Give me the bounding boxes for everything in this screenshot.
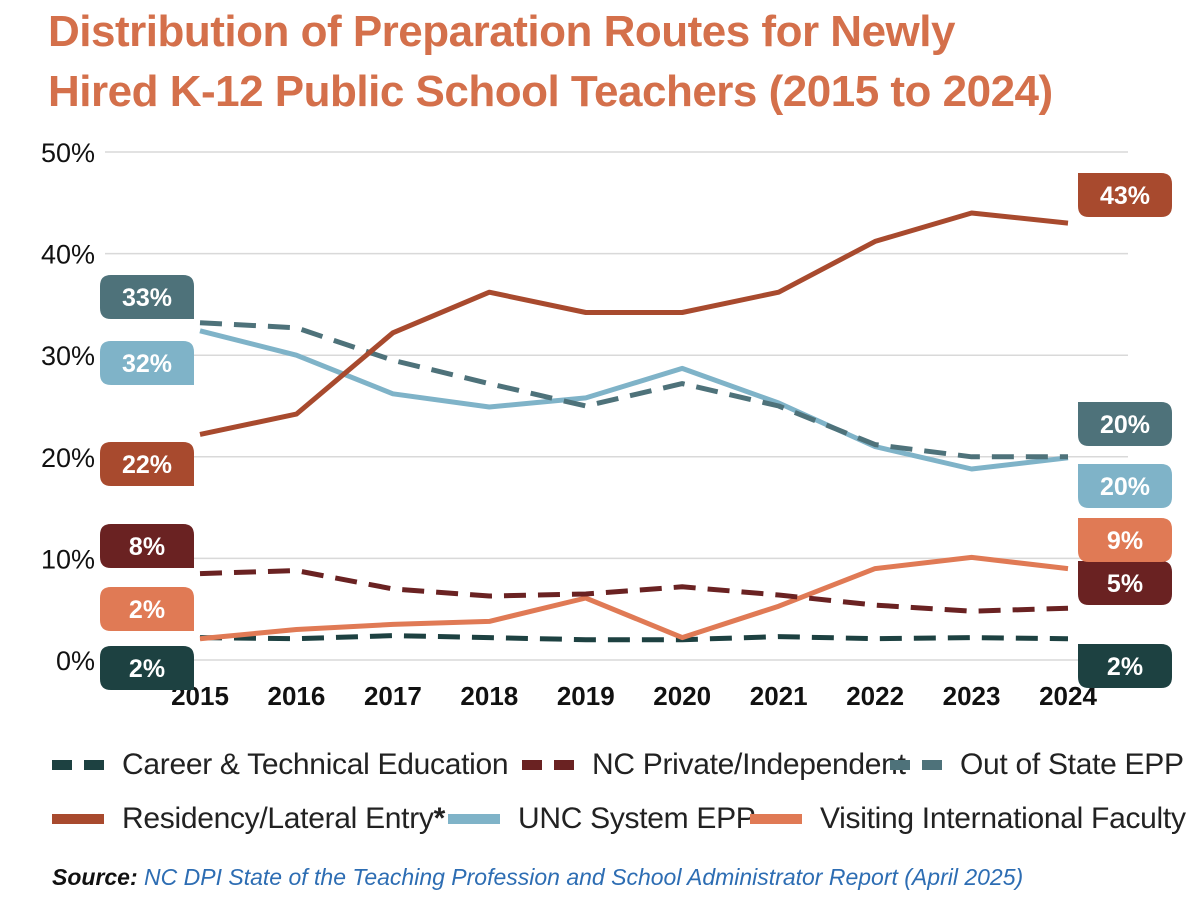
end-value-label-unc: 20% xyxy=(1100,473,1150,501)
legend-swatch-visiting xyxy=(750,814,802,824)
legend-row-1: Career & Technical Education NC Private/… xyxy=(52,742,1192,796)
legend-swatch-career-tech xyxy=(52,760,104,770)
legend-asterisk-mark: * xyxy=(433,802,446,835)
legend-item-visiting: Visiting International Faculty xyxy=(750,796,1186,842)
legend-label-unc: UNC System EPP xyxy=(518,802,756,835)
start-value-label-nc-private: 8% xyxy=(129,533,165,561)
legend-swatch-residency xyxy=(52,814,104,824)
start-value-label-residency: 22% xyxy=(122,451,172,479)
chart-title: Distribution of Preparation Routes for N… xyxy=(48,2,1188,122)
legend-swatch-unc xyxy=(448,814,500,824)
legend-label-out-of-state: Out of State EPP xyxy=(960,748,1184,781)
legend-label-career-tech: Career & Technical Education xyxy=(122,748,509,781)
start-value-label-unc: 32% xyxy=(122,350,172,378)
line-chart: 0%10%20%30%40%50%2015 2016 2017 2018 2019 202… xyxy=(41,138,1172,711)
end-value-label-nc-private: 5% xyxy=(1107,570,1143,598)
end-value-label-residency-bg xyxy=(1078,173,1172,217)
source-text: NC DPI State of the Teaching Profession … xyxy=(137,864,1024,890)
start-value-label-unc-bg xyxy=(100,341,194,385)
source-note: Source: NC DPI State of the Teaching Pro… xyxy=(52,864,1023,891)
end-value-label-nc-private-bg xyxy=(1078,561,1172,605)
x-tick-label-2018: 2018 xyxy=(460,681,518,711)
legend-label-residency: Residency/Lateral Entry xyxy=(122,802,434,835)
end-value-label-visiting-bg xyxy=(1078,518,1172,562)
x-tick-label-2016: 2016 xyxy=(268,681,326,711)
end-value-label-career-tech: 2% xyxy=(1107,653,1143,681)
x-tick-label-2017: 2017 xyxy=(364,681,422,711)
end-value-label-career-tech-bg xyxy=(1078,644,1172,688)
series-line-career-tech xyxy=(199,633,1069,643)
end-value-label-out-of-state: 20% xyxy=(1100,411,1150,439)
series-line-nc-private xyxy=(199,568,1069,614)
y-tick-label-0: 0% xyxy=(56,646,95,676)
series-line-out-of-state xyxy=(199,320,1068,460)
legend-item-unc: UNC System EPP xyxy=(448,796,756,842)
title-line-2: Hired K-12 Public School Teachers (2015 … xyxy=(48,67,1053,116)
start-value-label-out-of-state: 33% xyxy=(122,284,172,312)
legend-row-2: Residency/Lateral Entry * UNC System EPP … xyxy=(52,796,1192,850)
start-value-label-visiting-bg xyxy=(100,587,194,631)
x-tick-label-2023: 2023 xyxy=(943,681,1001,711)
y-tick-label-40: 40% xyxy=(41,240,95,270)
start-value-label-career-tech: 2% xyxy=(129,655,165,683)
series-line-visiting xyxy=(199,554,1069,642)
start-value-label-career-tech-bg xyxy=(100,646,194,690)
x-tick-label-2020: 2020 xyxy=(653,681,711,711)
legend-item-career-tech: Career & Technical Education xyxy=(52,742,509,788)
title-line-1: Distribution of Preparation Routes for N… xyxy=(48,7,955,56)
legend-label-visiting: Visiting International Faculty xyxy=(820,802,1186,835)
legend: Career & Technical Education NC Private/… xyxy=(52,742,1192,850)
y-tick-label-20: 20% xyxy=(41,443,95,473)
series-line-residency xyxy=(199,210,1069,437)
end-value-label-unc-bg xyxy=(1078,464,1172,508)
series-line-unc xyxy=(199,328,1069,472)
legend-item-nc-private: NC Private/Independent xyxy=(522,742,906,788)
start-value-label-visiting: 2% xyxy=(129,596,165,624)
end-value-label-visiting: 9% xyxy=(1107,527,1143,555)
legend-label-nc-private: NC Private/Independent xyxy=(592,748,906,781)
legend-item-out-of-state: Out of State EPP xyxy=(890,742,1184,788)
source-label: Source: xyxy=(52,864,138,890)
y-tick-label-50: 50% xyxy=(41,138,95,168)
start-value-label-residency-bg xyxy=(100,442,194,486)
start-value-label-nc-private-bg xyxy=(100,524,194,568)
end-value-label-residency: 43% xyxy=(1100,182,1150,210)
x-tick-label-2021: 2021 xyxy=(750,681,808,711)
y-tick-label-10: 10% xyxy=(41,544,95,574)
x-tick-label-2022: 2022 xyxy=(846,681,904,711)
legend-swatch-nc-private xyxy=(522,760,574,770)
x-tick-label-2019: 2019 xyxy=(557,681,615,711)
legend-item-residency: Residency/Lateral Entry * xyxy=(52,796,445,842)
legend-swatch-out-of-state xyxy=(890,760,942,770)
start-value-label-out-of-state-bg xyxy=(100,275,194,319)
end-value-label-out-of-state-bg xyxy=(1078,402,1172,446)
y-tick-label-30: 30% xyxy=(41,341,95,371)
